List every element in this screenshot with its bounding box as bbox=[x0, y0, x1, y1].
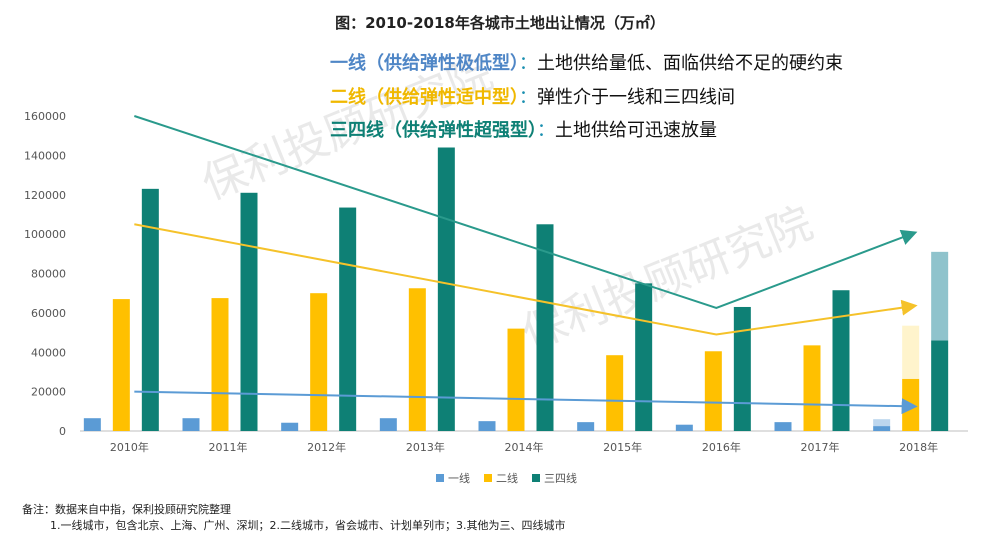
bar-一线-2012年 bbox=[281, 422, 299, 431]
trend-line-二线 bbox=[134, 223, 918, 336]
x-tick-label: 2012年 bbox=[307, 440, 346, 454]
bar-二线-2018-segment-1 bbox=[902, 378, 920, 431]
y-tick-label: 120000 bbox=[24, 189, 66, 202]
chart-title: 图：2010-2018年各城市土地出让情况（万㎡） bbox=[335, 14, 665, 32]
y-tick-label: 20000 bbox=[31, 386, 66, 399]
y-axis: 0 20000 40000 60000 80000 100000 120000 140000 1… bbox=[24, 110, 968, 438]
bar-series bbox=[83, 147, 949, 431]
y-tick-label: 100000 bbox=[24, 228, 66, 241]
bar-二线-2015年 bbox=[606, 355, 624, 431]
annotation-separator: ： bbox=[519, 87, 537, 108]
bar-三四线-2017年 bbox=[832, 290, 850, 431]
bar-二线-2018-segment-2 bbox=[902, 325, 920, 379]
x-tick-label: 2018年 bbox=[899, 440, 938, 454]
bar-三四线-2010年 bbox=[141, 188, 159, 431]
annotations: 一线（供给弹性极低型）：土地供给量低、面临供给不足的硬约束二线（供给弹性适中型）… bbox=[330, 52, 843, 141]
annotation-separator: ： bbox=[537, 120, 555, 141]
bar-三四线-2018-segment-2 bbox=[931, 251, 949, 341]
watermark-text: 保利投顾研究院 bbox=[515, 198, 820, 361]
x-tick-label: 2011年 bbox=[209, 440, 248, 454]
bar-三四线-2016年 bbox=[733, 306, 751, 431]
annotation-head: 三四线（供给弹性超强型） bbox=[330, 119, 537, 141]
bar-一线-2016年 bbox=[675, 424, 693, 431]
bar-二线-2013年 bbox=[408, 288, 426, 431]
x-tick-label: 2015年 bbox=[603, 440, 642, 454]
y-tick-label: 140000 bbox=[24, 149, 66, 162]
annotation-desc: 土地供给可迅速放量 bbox=[555, 120, 717, 141]
legend-swatch-三四线 bbox=[532, 474, 540, 482]
annotation-line-2: 二线（供给弹性适中型）：弹性介于一线和三四线间 bbox=[330, 86, 735, 108]
x-tick-label: 2017年 bbox=[801, 440, 840, 454]
annotation-desc: 土地供给量低、面临供给不足的硬约束 bbox=[537, 53, 843, 74]
annotation-line-3: 三四线（供给弹性超强型）：土地供给可迅速放量 bbox=[330, 119, 717, 141]
legend: 一线 二线 三四线 bbox=[436, 471, 577, 485]
trend-lines bbox=[134, 115, 918, 415]
trend-line-一线 bbox=[134, 390, 918, 415]
y-tick-label: 0 bbox=[59, 425, 66, 438]
bar-一线-2018-segment-2 bbox=[873, 419, 891, 427]
x-tick-label: 2016年 bbox=[702, 440, 741, 454]
y-tick-label: 80000 bbox=[31, 268, 66, 281]
bar-一线-2013年 bbox=[379, 418, 397, 431]
legend-swatch-二线 bbox=[484, 474, 492, 482]
bar-二线-2017年 bbox=[803, 345, 821, 431]
source-note: 备注：数据来自中指，保利投顾研究院整理 bbox=[22, 503, 231, 516]
legend-swatch-一线 bbox=[436, 474, 444, 482]
bar-二线-2016年 bbox=[704, 351, 722, 431]
annotation-desc: 弹性介于一线和三四线间 bbox=[537, 87, 735, 108]
bar-三四线-2012年 bbox=[339, 207, 357, 431]
annotation-head: 一线（供给弹性极低型） bbox=[330, 52, 519, 74]
x-tick-label: 2013年 bbox=[406, 440, 445, 454]
bar-一线-2017年 bbox=[774, 422, 792, 431]
bar-一线-2018-segment-1 bbox=[873, 426, 891, 431]
x-tick-label: 2014年 bbox=[505, 440, 544, 454]
bar-三四线-2018-segment-1 bbox=[931, 340, 949, 431]
bar-三四线-2014年 bbox=[536, 224, 554, 431]
bar-一线-2011年 bbox=[182, 418, 200, 431]
annotation-line-1: 一线（供给弹性极低型）：土地供给量低、面临供给不足的硬约束 bbox=[330, 52, 843, 74]
bar-二线-2014年 bbox=[507, 328, 525, 431]
trend-line-三四线 bbox=[134, 115, 918, 310]
legend-label-一线: 一线 bbox=[448, 471, 470, 485]
y-tick-label: 60000 bbox=[31, 307, 66, 320]
bar-三四线-2011年 bbox=[240, 192, 258, 431]
legend-label-二线: 二线 bbox=[496, 471, 518, 485]
bar-三四线-2013年 bbox=[437, 147, 455, 431]
bar-一线-2015年 bbox=[577, 422, 595, 431]
bar-一线-2014年 bbox=[478, 421, 496, 431]
bar-二线-2010年 bbox=[112, 299, 130, 431]
x-axis: 2010年 2011年 2012年 2013年 2014年 2015年 2016年 2017年… bbox=[110, 440, 938, 454]
y-tick-label: 40000 bbox=[31, 346, 66, 359]
legend-label-三四线: 三四线 bbox=[544, 471, 577, 485]
definition-note: 1.一线城市，包含北京、上海、广州、深圳；2.二线城市，省会城市、计划单列市；3… bbox=[50, 519, 566, 532]
annotation-head: 二线（供给弹性适中型） bbox=[330, 86, 519, 108]
annotation-separator: ： bbox=[519, 53, 537, 74]
x-tick-label: 2010年 bbox=[110, 440, 149, 454]
y-tick-label: 160000 bbox=[24, 110, 66, 123]
bar-一线-2010年 bbox=[83, 418, 101, 431]
bar-二线-2011年 bbox=[211, 298, 229, 431]
bar-三四线-2015年 bbox=[635, 283, 653, 431]
bar-二线-2012年 bbox=[310, 293, 328, 431]
